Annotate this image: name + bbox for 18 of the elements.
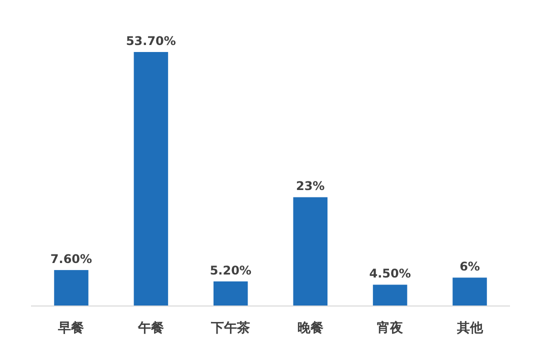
bar [214,281,248,306]
data-label: 5.20% [210,263,252,278]
data-label: 23% [296,179,325,194]
bar [134,52,168,306]
bar [54,270,88,306]
bar [372,284,408,306]
data-label: 6% [460,260,480,274]
data-label: 4.50% [369,266,411,281]
x-tick-label: 宵夜 [377,320,404,336]
x-tick-label: 下午茶 [210,320,250,336]
x-tick-label: 午餐 [136,321,164,336]
x-tick-label: 早餐 [57,321,84,336]
x-tick-label: 其他 [456,321,484,336]
data-label: 53.70% [126,34,176,48]
bar [452,278,487,306]
bar [293,197,328,306]
data-label: 7.60% [50,252,92,266]
x-tick-label: 晚餐 [297,321,324,336]
